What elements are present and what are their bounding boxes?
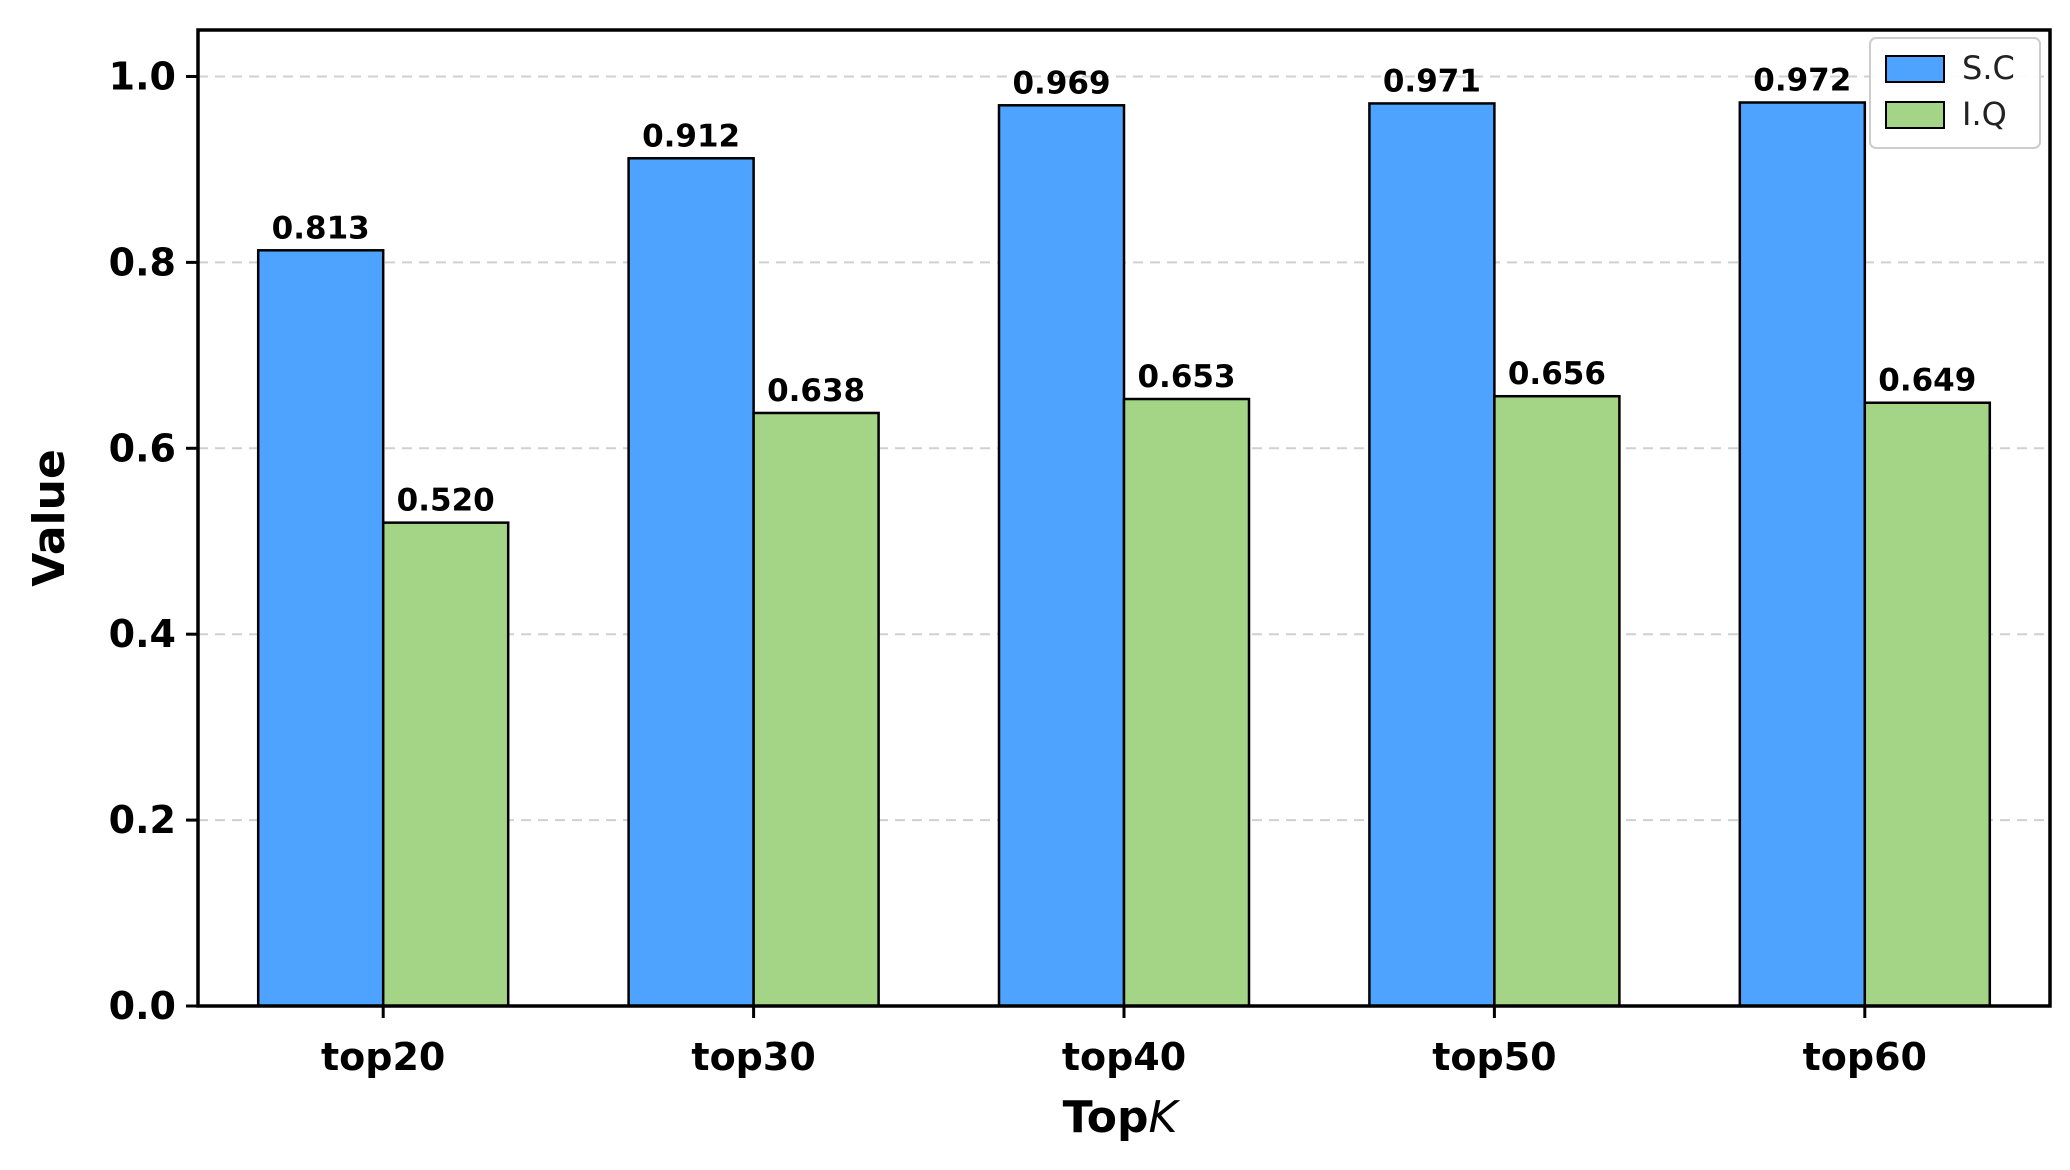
x-axis-ticks: top20 top30 top40 top50 top60 (321, 1006, 1927, 1079)
bar-value-label: 0.912 (642, 118, 740, 154)
y-tick-label: 0.6 (109, 426, 176, 470)
y-tick-label: 1.0 (109, 54, 176, 98)
bar-iq-top60 (1863, 401, 1992, 1008)
x-tick-label: top40 (1062, 1035, 1186, 1079)
x-axis-title-variable: K (1149, 1092, 1181, 1143)
legend: S.C I.Q (1869, 37, 2041, 149)
y-tick-label: 0.2 (109, 798, 176, 842)
bar-iq-top30 (752, 411, 880, 1008)
legend-label: I.Q (1962, 95, 2007, 133)
x-axis-title: TopK (1063, 1092, 1181, 1143)
bar-value-label: 0.969 (1012, 65, 1110, 101)
x-axis-title-text: Top (1063, 1092, 1149, 1143)
y-tick-label: 0.8 (109, 240, 176, 284)
y-tick-label: 0.4 (109, 612, 176, 656)
bar-iq-top20 (381, 521, 510, 1008)
legend-swatch-sc (1885, 55, 1945, 83)
bar-iq-top40 (1122, 397, 1251, 1008)
bar-value-label: 0.656 (1508, 356, 1606, 392)
bar-sc-top60 (1738, 101, 1867, 1008)
y-axis-title: Value (24, 449, 75, 587)
bar-value-label: 0.971 (1383, 63, 1481, 99)
bar-value-label: 0.972 (1753, 63, 1851, 99)
bar-value-label: 0.653 (1137, 359, 1235, 395)
bar-sc-top20 (256, 249, 385, 1008)
bar-value-label: 0.813 (272, 210, 370, 246)
bar-value-label: 0.638 (767, 373, 865, 409)
x-tick-label: top50 (1432, 1035, 1556, 1079)
bars-group (256, 101, 1992, 1008)
bar-value-label: 0.649 (1878, 363, 1976, 399)
x-tick-label: top20 (321, 1035, 445, 1079)
y-tick-label: 0.0 (109, 984, 176, 1028)
bar-iq-top50 (1493, 394, 1621, 1008)
bar-sc-top50 (1368, 102, 1496, 1008)
x-tick-label: top60 (1803, 1035, 1927, 1079)
legend-swatch-iq (1885, 101, 1945, 129)
legend-label: S.C (1962, 49, 2015, 87)
bar-sc-top40 (997, 104, 1126, 1008)
y-axis-ticks: 0.0 0.2 0.4 0.6 0.8 1.0 (109, 54, 198, 1028)
bar-labels-group: 0.813 0.520 0.912 0.638 0.969 0.653 0.971 0.656… (272, 63, 1977, 519)
bar-value-label: 0.520 (397, 483, 495, 519)
bar-sc-top30 (627, 157, 755, 1008)
x-tick-label: top30 (691, 1035, 815, 1079)
